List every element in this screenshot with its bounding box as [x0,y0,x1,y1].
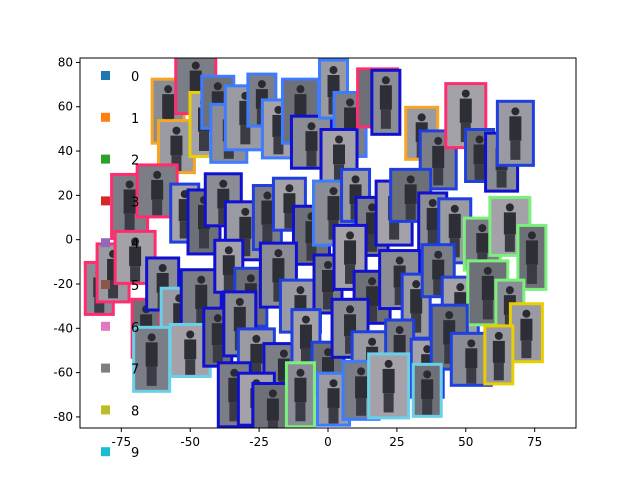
x-tick-label: 0 [324,435,332,449]
legend-label: 4 [131,237,139,252]
legend-swatch [101,196,110,206]
thumbnail-point [284,361,316,428]
legend-swatch [101,112,110,122]
thumbnail-point [508,302,544,364]
x-tick-label: -25 [249,435,269,449]
y-tick-label: -80 [53,410,73,424]
y-axis: 80 60 40 20 0 -20 -40 -60 -80 [53,55,80,424]
legend-item: 9 [101,446,139,461]
x-tick-label: -50 [180,435,200,449]
x-tick-label: 50 [458,435,473,449]
thumbnail-point [495,99,535,167]
legend-swatch [101,363,110,373]
legend-swatch [101,405,110,415]
y-tick-label: 40 [58,144,73,158]
legend-label: 8 [131,404,139,419]
legend-item: 6 [101,321,139,336]
legend-swatch [101,238,110,248]
legend-label: 6 [131,321,139,336]
x-tick-label: -75 [112,435,132,449]
legend-item: 7 [101,363,139,378]
x-tick-label: 75 [527,435,542,449]
thumbnail-point [420,243,456,299]
legend-item: 2 [101,154,139,169]
legend-item: 1 [101,112,139,127]
y-tick-label: -20 [53,277,73,291]
thumbnail-points [83,58,548,428]
legend-swatch [101,321,110,331]
legend-label: 2 [131,154,139,169]
legend-swatch [101,280,110,289]
legend-label: 7 [131,363,139,378]
thumbnail-point [367,352,411,420]
legend-swatch [101,447,110,457]
legend-swatch [101,154,110,164]
legend-label: 1 [131,112,139,127]
legend-label: 0 [131,70,139,85]
thumbnail-point [483,324,515,386]
legend-swatch [101,71,110,80]
thumbnail-point [370,68,402,136]
legend-item: 4 [101,237,139,252]
legend-item: 3 [101,195,139,210]
y-tick-label: -60 [53,366,73,380]
y-tick-label: 20 [58,188,73,202]
legend-item: 8 [101,404,139,419]
thumbnail-point [411,362,443,418]
legend-label: 9 [131,446,139,461]
x-tick-label: 25 [389,435,404,449]
legend: 0 1 2 3 4 5 6 7 8 9 [101,70,139,461]
y-tick-label: 0 [65,233,73,247]
y-tick-label: -40 [53,321,73,335]
legend-item: 0 [101,70,139,85]
legend-label: 5 [131,279,139,294]
thumbnail-point [132,325,172,393]
y-tick-label: 60 [58,100,73,114]
legend-item: 5 [101,279,139,294]
legend-label: 3 [131,195,139,210]
x-axis: -75 -50 -25 0 25 50 75 [112,428,542,449]
y-tick-label: 80 [58,55,73,69]
